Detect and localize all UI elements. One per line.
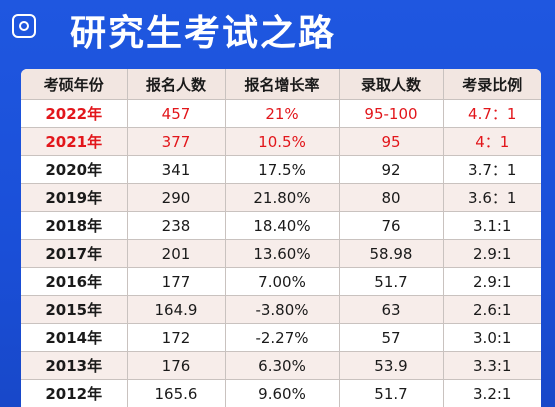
cell-admitted: 58.98 — [339, 239, 444, 268]
cell-admitted: 92 — [339, 155, 444, 184]
instagram-icon — [12, 14, 36, 38]
cell-applicants: 341 — [127, 155, 226, 184]
cell-growth: 21.80% — [225, 183, 340, 212]
cell-year: 2015年 — [21, 295, 128, 324]
cell-growth: 21% — [225, 99, 340, 128]
table-row: 2021年 377 10.5% 95 4：1 — [21, 127, 541, 156]
cell-applicants: 238 — [127, 211, 226, 240]
cell-applicants: 176 — [127, 351, 226, 380]
cell-applicants: 201 — [127, 239, 226, 268]
cell-year: 2019年 — [21, 183, 128, 212]
cell-ratio: 2.9:1 — [443, 267, 541, 296]
cell-growth: -2.27% — [225, 323, 340, 352]
cell-admitted: 80 — [339, 183, 444, 212]
table-row: 2018年 238 18.40% 76 3.1:1 — [21, 211, 541, 240]
cell-applicants: 172 — [127, 323, 226, 352]
cell-growth: 7.00% — [225, 267, 340, 296]
cell-admitted: 63 — [339, 295, 444, 324]
table-row: 2013年 176 6.30% 53.9 3.3:1 — [21, 351, 541, 380]
cell-applicants: 457 — [127, 99, 226, 128]
column-header-applicants: 报名人数 — [127, 69, 226, 100]
cell-admitted: 95-100 — [339, 99, 444, 128]
cell-admitted: 53.9 — [339, 351, 444, 380]
cell-growth: 6.30% — [225, 351, 340, 380]
cell-year: 2018年 — [21, 211, 128, 240]
cell-year: 2017年 — [21, 239, 128, 268]
cell-ratio: 3.1:1 — [443, 211, 541, 240]
cell-year: 2012年 — [21, 379, 128, 407]
cell-year: 2021年 — [21, 127, 128, 156]
column-header-year: 考硕年份 — [21, 69, 128, 100]
cell-year: 2016年 — [21, 267, 128, 296]
table-row: 2020年 341 17.5% 92 3.7：1 — [21, 155, 541, 184]
cell-applicants: 164.9 — [127, 295, 226, 324]
column-header-ratio: 考录比例 — [443, 69, 541, 100]
cell-year: 2020年 — [21, 155, 128, 184]
cell-growth: 13.60% — [225, 239, 340, 268]
cell-ratio: 3.3:1 — [443, 351, 541, 380]
exam-stats-table: 考硕年份 报名人数 报名增长率 录取人数 考录比例 2022年 457 21% 95-… — [21, 69, 541, 407]
cell-ratio: 2.9:1 — [443, 239, 541, 268]
table-row: 2017年 201 13.60% 58.98 2.9:1 — [21, 239, 541, 268]
cell-growth: 17.5% — [225, 155, 340, 184]
cell-growth: -3.80% — [225, 295, 340, 324]
table-row: 2019年 290 21.80% 80 3.6：1 — [21, 183, 541, 212]
cell-growth: 9.60% — [225, 379, 340, 407]
table-row: 2015年 164.9 -3.80% 63 2.6:1 — [21, 295, 541, 324]
cell-ratio: 3.2:1 — [443, 379, 541, 407]
column-header-growth: 报名增长率 — [225, 69, 340, 100]
page-header: 研究生考试之路 — [0, 0, 555, 70]
cell-ratio: 2.6:1 — [443, 295, 541, 324]
cell-growth: 18.40% — [225, 211, 340, 240]
table-row: 2014年 172 -2.27% 57 3.0:1 — [21, 323, 541, 352]
cell-ratio: 3.7：1 — [443, 155, 541, 184]
cell-applicants: 377 — [127, 127, 226, 156]
cell-ratio: 4：1 — [443, 127, 541, 156]
cell-applicants: 165.6 — [127, 379, 226, 407]
cell-applicants: 290 — [127, 183, 226, 212]
cell-admitted: 95 — [339, 127, 444, 156]
table-row: 2012年 165.6 9.60% 51.7 3.2:1 — [21, 379, 541, 407]
column-header-admitted: 录取人数 — [339, 69, 444, 100]
cell-admitted: 51.7 — [339, 379, 444, 407]
exam-stats-table-card: 考硕年份 报名人数 报名增长率 录取人数 考录比例 2022年 457 21% 95-… — [21, 69, 541, 407]
cell-applicants: 177 — [127, 267, 226, 296]
cell-admitted: 57 — [339, 323, 444, 352]
page-title: 研究生考试之路 — [70, 13, 337, 54]
table-row: 2016年 177 7.00% 51.7 2.9:1 — [21, 267, 541, 296]
cell-ratio: 3.0:1 — [443, 323, 541, 352]
cell-ratio: 3.6：1 — [443, 183, 541, 212]
table-body: 2022年 457 21% 95-100 4.7：1 2021年 377 10.5% 95 4：1… — [21, 99, 541, 407]
cell-year: 2013年 — [21, 351, 128, 380]
table-header-row: 考硕年份 报名人数 报名增长率 录取人数 考录比例 — [21, 69, 541, 100]
table-row: 2022年 457 21% 95-100 4.7：1 — [21, 99, 541, 128]
cell-admitted: 51.7 — [339, 267, 444, 296]
cell-ratio: 4.7：1 — [443, 99, 541, 128]
cell-growth: 10.5% — [225, 127, 340, 156]
cell-year: 2014年 — [21, 323, 128, 352]
cell-year: 2022年 — [21, 99, 128, 128]
cell-admitted: 76 — [339, 211, 444, 240]
